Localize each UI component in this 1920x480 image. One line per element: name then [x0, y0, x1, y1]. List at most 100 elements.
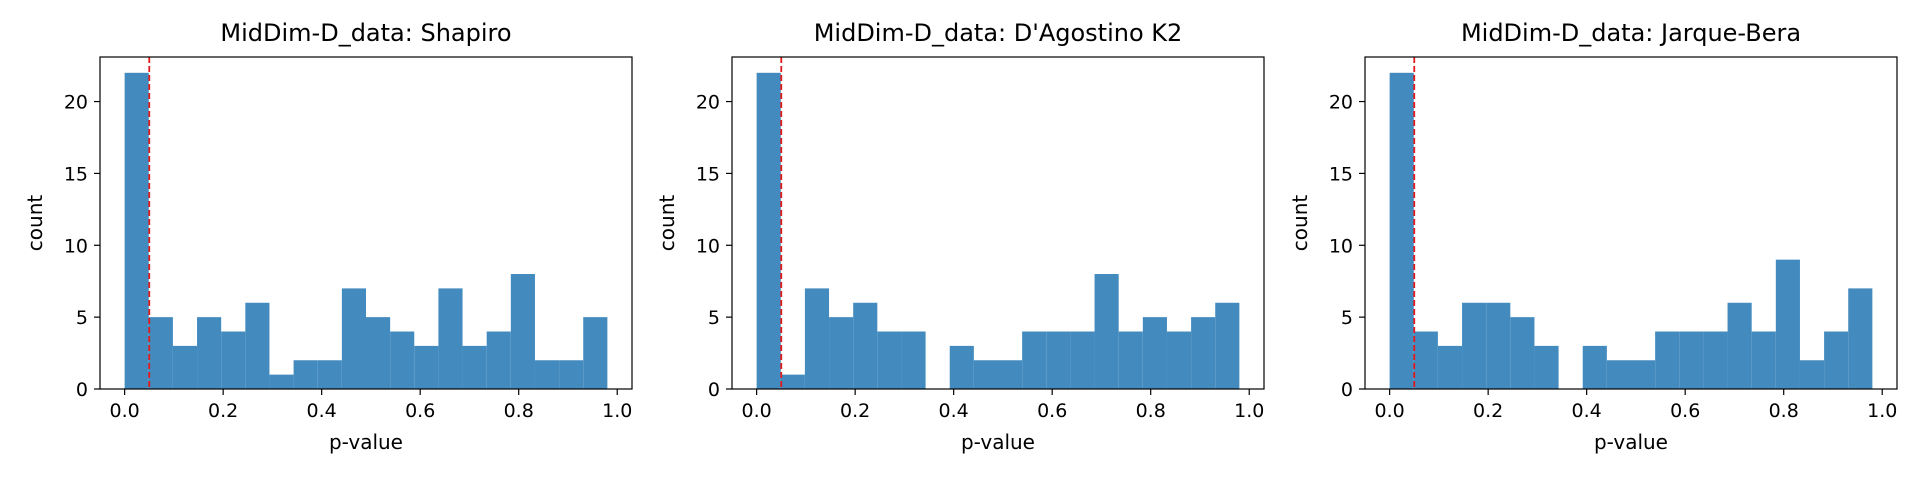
x-tick-label: 0.4: [307, 400, 337, 422]
histogram-bar: [1070, 331, 1095, 389]
histogram-bar: [583, 317, 608, 389]
x-tick-label: 0.4: [1572, 400, 1602, 422]
histogram-bar: [1389, 72, 1414, 390]
histogram-bar: [148, 317, 173, 389]
histogram-bar: [1799, 360, 1825, 389]
histogram-panel-1: 0.0 0.2 0.4 0.6 0.8 1.0 0 5 10 15 20 MidDim-D_data:…: [655, 19, 1265, 454]
histogram-bar: [804, 288, 830, 389]
y-tick-label: 10: [64, 235, 88, 257]
histogram-bar: [197, 317, 222, 389]
histogram-bar: [1848, 288, 1873, 389]
x-axis-label: p-value: [1594, 430, 1668, 454]
y-tick-label: 15: [64, 163, 88, 185]
histogram-bar: [534, 360, 560, 389]
histogram-bar: [1022, 331, 1047, 389]
histogram-bar: [973, 360, 998, 389]
x-tick-label: 0.8: [1136, 400, 1166, 422]
histogram-bar: [1142, 317, 1167, 389]
axes-frame: [99, 56, 633, 390]
histogram-bar: [1824, 331, 1849, 389]
x-tick-label: 0.6: [405, 400, 435, 422]
histogram-bar: [1437, 345, 1463, 389]
x-tick-label: 1.0: [602, 400, 632, 422]
histogram-bar: [124, 72, 149, 390]
histogram-bar: [1679, 331, 1704, 389]
histogram-bar: [438, 288, 463, 389]
histogram-bar: [1534, 345, 1559, 389]
histogram-bar: [172, 345, 198, 389]
histogram-bar: [390, 331, 415, 389]
histogram-bar: [1486, 302, 1511, 389]
chart-title: MidDim-D_data: D'Agostino K2: [814, 19, 1183, 47]
axes-frame: [1364, 56, 1898, 390]
histogram-bar: [1655, 331, 1680, 389]
x-tick-label: 0.0: [742, 400, 772, 422]
y-tick-label: 5: [1341, 307, 1353, 329]
histogram-bar: [510, 274, 535, 389]
histogram-panel-2: 0.0 0.2 0.4 0.6 0.8 1.0 0 5 10 15 20 MidDim-D_data:…: [1288, 19, 1898, 454]
y-tick-label: 10: [696, 235, 720, 257]
y-axis-label: count: [23, 195, 47, 252]
histogram-bar: [998, 360, 1023, 389]
histogram-bar: [462, 345, 487, 389]
histogram-bar: [1703, 331, 1728, 389]
y-tick-label: 0: [76, 379, 88, 401]
y-tick-label: 5: [76, 307, 88, 329]
x-tick-label: 1.0: [1234, 400, 1264, 422]
histogram-bar: [221, 331, 246, 389]
histogram-bar: [1462, 302, 1487, 389]
x-tick-label: 0.0: [1375, 400, 1405, 422]
x-tick-label: 0.2: [1473, 400, 1503, 422]
x-tick-label: 0.6: [1037, 400, 1067, 422]
x-tick-label: 0.4: [939, 400, 969, 422]
y-tick-label: 0: [1341, 379, 1353, 401]
x-tick-label: 0.8: [504, 400, 534, 422]
histogram-bar: [245, 302, 270, 389]
histogram-bar: [949, 345, 974, 389]
histogram-bar: [756, 72, 781, 390]
histogram-bar: [366, 317, 391, 389]
y-tick-label: 10: [1329, 235, 1353, 257]
y-tick-label: 5: [708, 307, 720, 329]
histogram-bar: [1118, 331, 1143, 389]
histogram-bar: [1046, 331, 1071, 389]
y-tick-label: 0: [708, 379, 720, 401]
x-tick-label: 0.2: [208, 400, 238, 422]
histogram-bar: [829, 317, 854, 389]
histogram-bar: [1631, 360, 1656, 389]
histogram-bar: [293, 360, 318, 389]
histogram-bar: [1751, 331, 1776, 389]
x-tick-label: 0.2: [840, 400, 870, 422]
y-tick-label: 20: [64, 92, 88, 114]
histogram-bar: [317, 360, 342, 389]
histogram-bar: [1510, 317, 1535, 389]
histogram-bar: [1413, 331, 1438, 389]
histogram-bar: [901, 331, 926, 389]
x-tick-label: 1.0: [1867, 400, 1897, 422]
histogram-bar: [1727, 302, 1752, 389]
histogram-bar: [1166, 331, 1192, 389]
x-axis-label: p-value: [961, 430, 1035, 454]
histogram-bar: [877, 331, 902, 389]
histogram-bar: [1094, 274, 1119, 389]
histogram-bar: [486, 331, 511, 389]
y-tick-label: 20: [696, 92, 720, 114]
histogram-bar: [1606, 360, 1631, 389]
y-tick-label: 15: [696, 163, 720, 185]
x-axis-label: p-value: [329, 430, 403, 454]
histogram-bar: [414, 345, 439, 389]
chart-title: MidDim-D_data: Jarque-Bera: [1461, 19, 1801, 47]
histogram-bar: [853, 302, 878, 389]
y-tick-label: 20: [1329, 92, 1353, 114]
histogram-bar: [1191, 317, 1216, 389]
histogram-panel-0: 0.0 0.2 0.4 0.6 0.8 1.0 0 5 10 15 20 MidDim-D_data:…: [23, 19, 633, 454]
histogram-bar: [1582, 345, 1607, 389]
y-axis-label: count: [655, 195, 679, 252]
histogram-bar: [780, 374, 805, 389]
y-tick-label: 15: [1329, 163, 1353, 185]
histogram-bar: [1775, 259, 1800, 389]
x-tick-label: 0.6: [1670, 400, 1700, 422]
axes-frame: [731, 56, 1265, 390]
y-axis-label: count: [1288, 195, 1312, 252]
